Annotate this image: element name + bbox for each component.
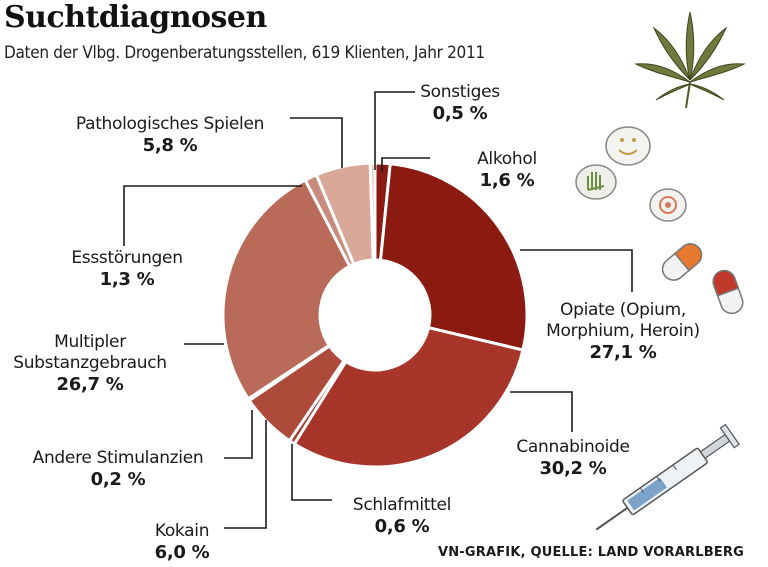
slice-value: 5,8 % <box>142 135 198 156</box>
slice-label-andere-stimulanzien: Andere Stimulanzien 0,2 % <box>14 448 222 490</box>
slice-value: 1,3 % <box>99 269 155 290</box>
slice-value: 0,6 % <box>374 516 430 537</box>
cannabis-leaf-icon <box>634 11 746 109</box>
leader-lines <box>123 91 633 529</box>
leader-line <box>510 391 573 432</box>
leader-line <box>374 91 415 170</box>
slice-name-line1: Opiate (Opium, <box>560 300 686 320</box>
slice-label-cannabinoide: Cannabinoide 30,2 % <box>500 437 646 479</box>
slice-value: 27,1 % <box>589 342 657 363</box>
slice-label-essstoerungen: Essstörungen 1,3 % <box>52 248 202 290</box>
slice-name: Andere Stimulanzien <box>32 448 204 468</box>
slice-name-line2: Morphium, Heroin) <box>546 321 700 341</box>
source-credit: VN-GRAFIK, QUELLE: LAND VORARLBERG <box>437 545 744 560</box>
slice-name: Pathologisches Spielen <box>75 114 265 134</box>
slice-value: 1,6 % <box>479 170 535 191</box>
donut-slice-multipler-substanzgebrauch <box>221 177 352 401</box>
leader-line <box>290 117 343 168</box>
slice-name: Sonstiges <box>420 82 500 102</box>
slice-name: Kokain <box>154 521 210 541</box>
slice-label-multipler-substanzgebrauch: Multipler Substanzgebrauch 26,7 % <box>0 332 180 395</box>
slice-name-line1: Multipler <box>54 332 126 352</box>
slice-value: 26,7 % <box>56 374 124 395</box>
slice-label-schlafmittel: Schlafmittel 0,6 % <box>338 495 466 537</box>
slice-label-sonstiges: Sonstiges 0,5 % <box>398 82 522 124</box>
slice-value: 6,0 % <box>154 542 210 563</box>
slice-name: Cannabinoide <box>516 437 630 457</box>
slice-value: 0,2 % <box>90 469 146 490</box>
leader-line <box>224 420 267 529</box>
slice-name: Schlafmittel <box>352 495 452 515</box>
capsules-icon <box>661 243 744 315</box>
donut-slice-opiate-opium-morphium-heroin- <box>378 162 529 352</box>
slice-label-alkohol: Alkohol 1,6 % <box>440 149 574 191</box>
chart-title: Suchtdiagnosen <box>4 0 267 35</box>
slice-value: 0,5 % <box>432 103 488 124</box>
leader-line <box>381 157 430 172</box>
donut-slice-sonstiges <box>368 161 377 262</box>
leader-line <box>224 410 253 459</box>
syringe-icon <box>595 423 740 531</box>
slice-name: Essstörungen <box>71 248 183 268</box>
leader-line <box>520 249 633 292</box>
slice-value: 30,2 % <box>539 458 607 479</box>
pills-icon <box>575 126 687 222</box>
leader-line <box>123 185 302 246</box>
donut-slice-cannabinoide <box>292 325 525 469</box>
slice-label-pathologisches-spielen: Pathologisches Spielen 5,8 % <box>54 114 286 156</box>
leader-line <box>291 444 332 501</box>
slice-label-kokain: Kokain 6,0 % <box>142 521 222 563</box>
donut-slices <box>221 161 529 469</box>
slice-name: Alkohol <box>477 149 537 169</box>
slice-label-opiate: Opiate (Opium, Morphium, Heroin) 27,1 % <box>522 300 724 363</box>
chart-subtitle: Daten der Vlbg. Drogenberatungsstellen, … <box>4 43 485 63</box>
slice-name-line2: Substanzgebrauch <box>13 353 167 373</box>
